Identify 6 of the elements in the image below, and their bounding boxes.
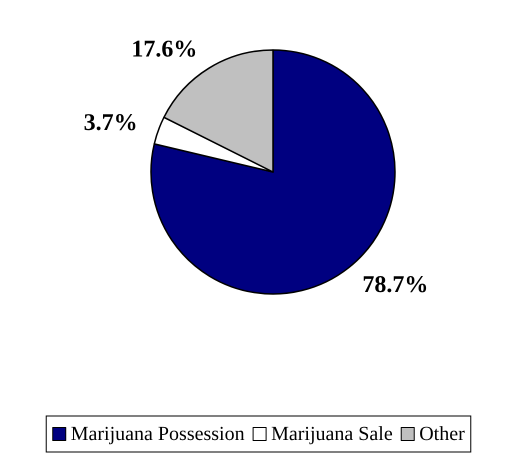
data-label: 17.6% [131,36,198,62]
legend-label: Other [419,423,466,445]
legend-label: Marijuana Sale [271,423,393,445]
legend-label: Marijuana Possession [70,423,245,445]
data-label: 78.7% [362,272,428,298]
data-label: 3.7% [84,110,138,136]
